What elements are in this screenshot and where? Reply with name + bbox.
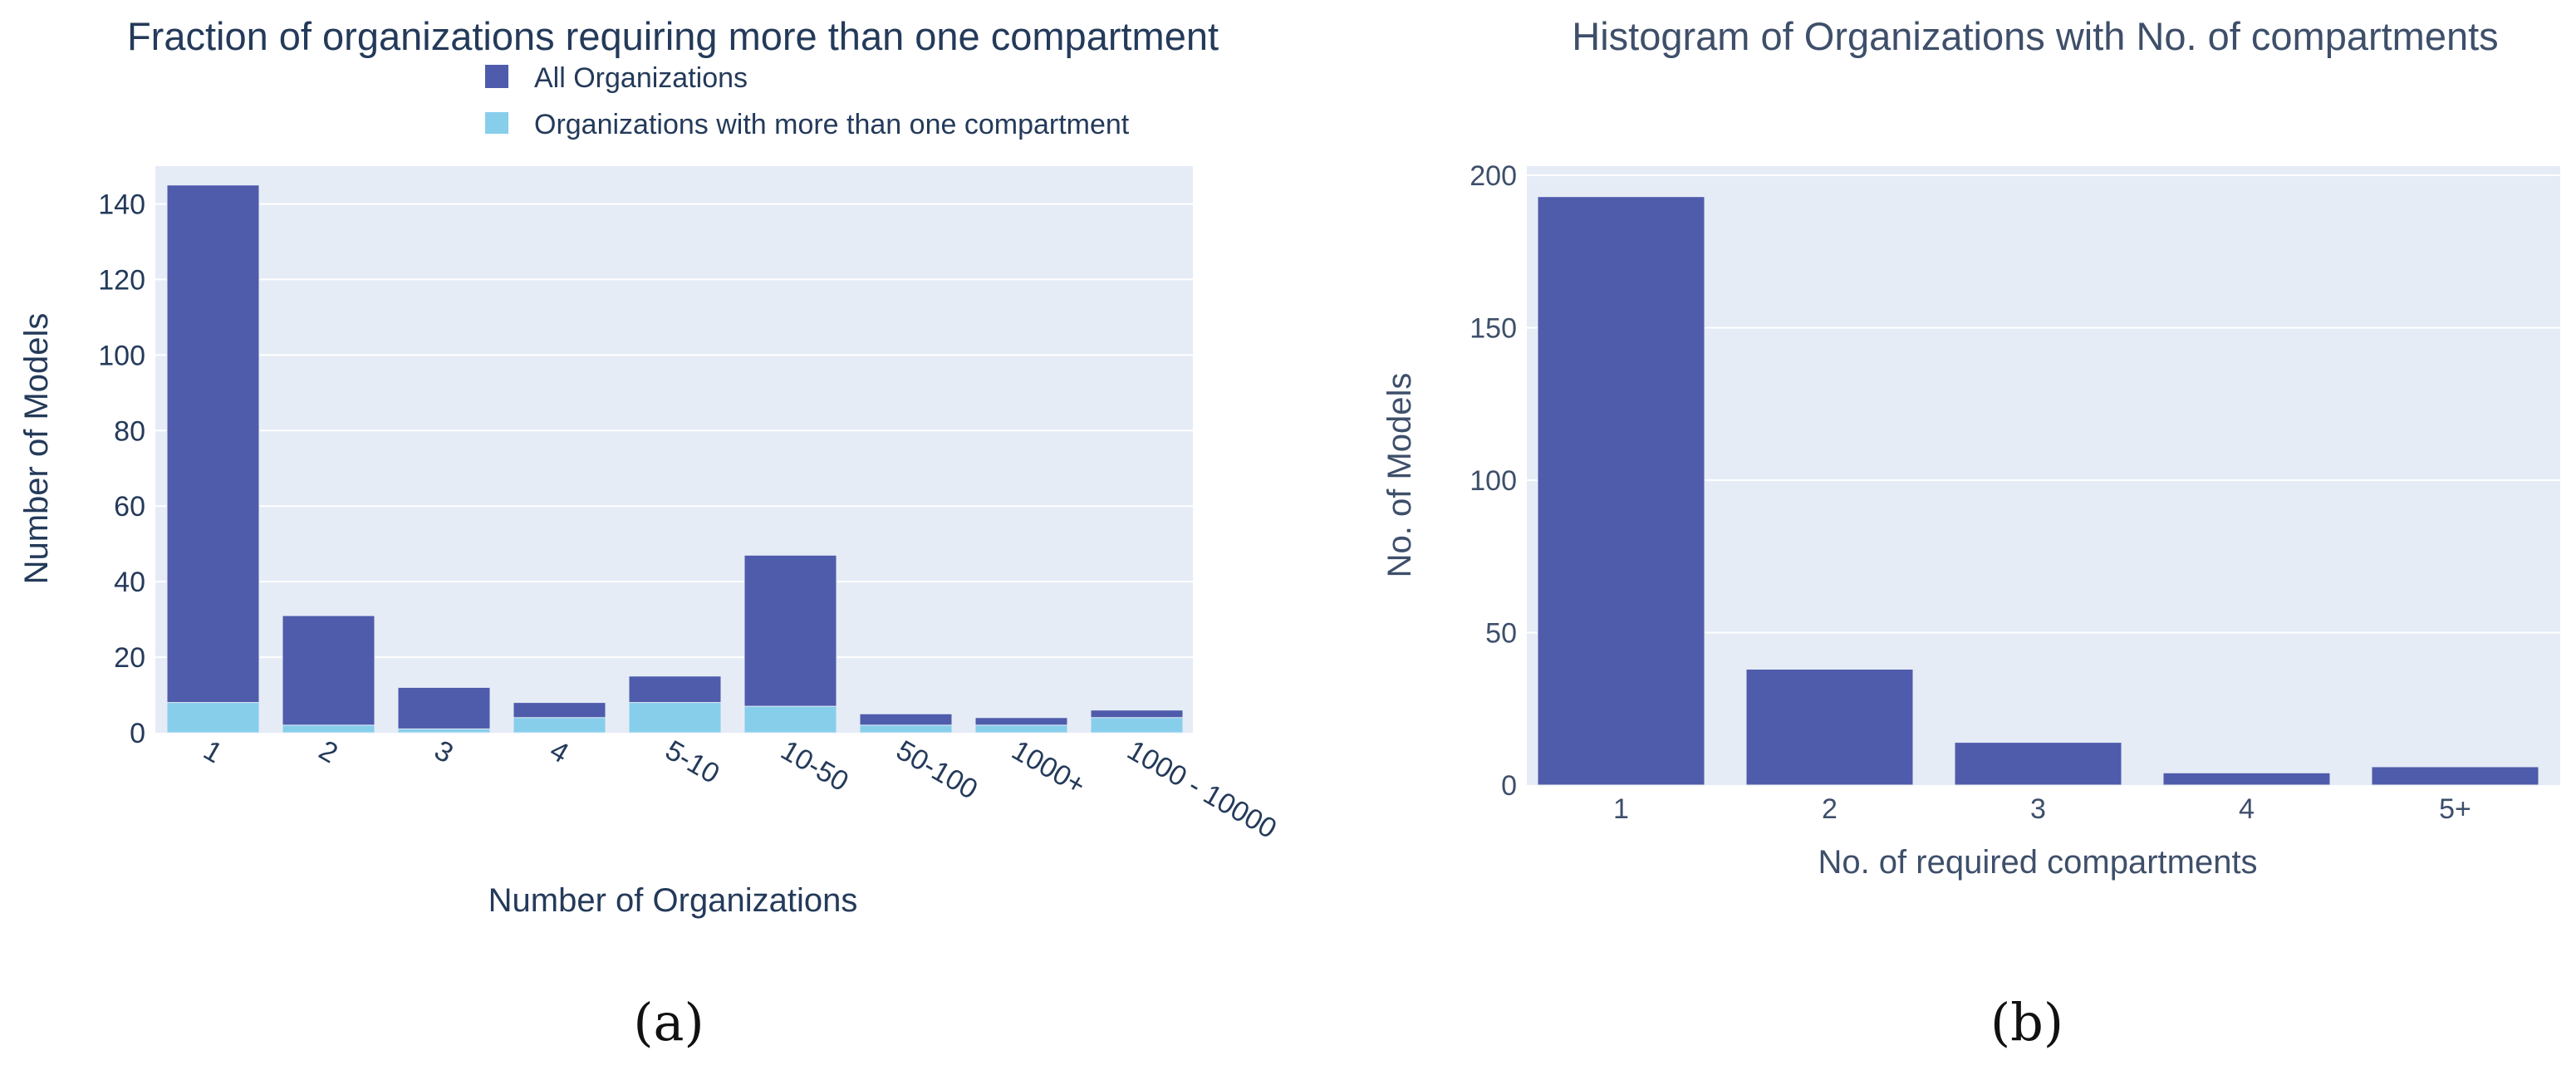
y-tick-label: 0 [130,718,145,749]
x-tick-label: 5+ [2439,793,2471,825]
y-tick-label: 50 [1485,618,1517,650]
bar-organizations-with-more-than-one-compartment-5-10[interactable] [628,702,722,734]
bar-organizations-with-more-than-one-compartment-1[interactable] [166,702,260,734]
chart-a-caption: (a) [633,992,704,1053]
x-tick-label: 5-10 [660,734,725,790]
y-tick-label: 80 [114,415,145,447]
y-tick-label: 60 [114,491,145,523]
x-tick-label: 1 [1613,793,1629,825]
legend-label-multi-compartment: Organizations with more than one compart… [534,109,1130,140]
x-tick-label: 2 [314,734,343,769]
chart-b-y-axis-title: No. of Models [1381,373,1418,578]
bar-organizations-with-more-than-one-compartment-1000-10000[interactable] [1090,717,1184,734]
chart-b-x-axis-title: No. of required compartments [1818,844,2257,881]
y-tick-label: 100 [1470,465,1517,497]
x-tick-label: 1 [199,734,228,769]
chart-b-title: Histogram of Organizations with No. of c… [1572,14,2498,58]
x-tick-label: 4 [2239,793,2255,825]
y-tick-label: 120 [98,264,145,296]
chart-a: Fraction of organizations requiring more… [18,14,1282,1053]
chart-a-bars [166,184,1184,734]
chart-b-bars [1537,196,2539,786]
bar-all-organizations-3[interactable] [397,686,491,734]
chart-a-x-ticks: 1 2 3 4 5-10 10-50 50-100 1000+ 1000 - 10000 [199,734,1283,845]
bar-1[interactable] [1537,196,1705,786]
bar-5[interactable] [2371,766,2539,786]
legend-swatch-multi-compartment[interactable] [485,112,508,134]
x-tick-label: 50-100 [891,734,984,806]
x-tick-label: 10-50 [776,734,854,798]
bar-organizations-with-more-than-one-compartment-3[interactable] [397,728,491,734]
bar-organizations-with-more-than-one-compartment-1000[interactable] [974,724,1068,734]
y-tick-label: 100 [98,340,145,371]
chart-b-caption: (b) [1990,992,2063,1053]
bar-all-organizations-10-50[interactable] [743,554,837,734]
bar-organizations-with-more-than-one-compartment-50-100[interactable] [859,724,953,734]
legend-swatch-all-organizations[interactable] [485,65,508,88]
chart-b-y-ticks: 0 50 100 150 200 [1470,160,1517,802]
bar-2[interactable] [1745,669,1914,786]
bar-organizations-with-more-than-one-compartment-4[interactable] [513,717,606,734]
y-tick-label: 20 [114,642,145,674]
y-tick-label: 140 [98,189,145,220]
x-tick-label: 3 [429,734,459,769]
chart-b: Histogram of Organizations with No. of c… [1381,14,2560,1053]
chart-a-legend: All Organizations Organizations with mor… [485,62,1130,140]
bar-all-organizations-2[interactable] [282,615,375,734]
x-tick-label: 4 [545,734,574,769]
y-tick-label: 40 [114,567,145,598]
y-tick-label: 150 [1470,313,1517,345]
chart-b-x-ticks: 1 2 3 4 5+ [1613,793,2471,825]
chart-a-title: Fraction of organizations requiring more… [127,14,1219,58]
x-tick-label: 2 [1822,793,1838,825]
bar-organizations-with-more-than-one-compartment-10-50[interactable] [743,705,837,734]
bar-4[interactable] [2162,772,2331,786]
x-tick-label: 3 [2030,793,2046,825]
bar-organizations-with-more-than-one-compartment-2[interactable] [282,724,375,734]
bar-all-organizations-1[interactable] [166,184,260,734]
chart-a-y-ticks: 0 20 40 60 80 100 120 140 [98,189,145,749]
y-tick-label: 200 [1470,160,1517,192]
y-tick-label: 0 [1501,770,1517,802]
chart-a-y-axis-title: Number of Models [18,313,55,585]
x-tick-label: 1000+ [1007,734,1092,802]
bar-3[interactable] [1954,742,2122,786]
x-tick-label: 1000 - 10000 [1122,734,1283,845]
chart-a-x-axis-title: Number of Organizations [488,882,858,919]
legend-label-all-organizations: All Organizations [534,62,748,94]
